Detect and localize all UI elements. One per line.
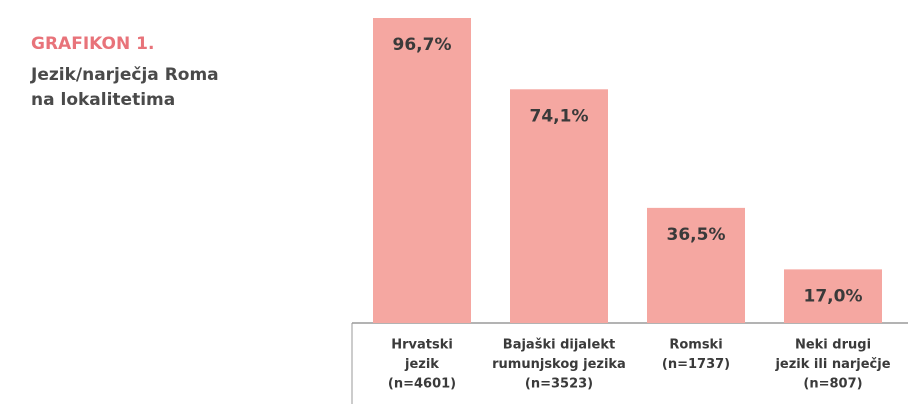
- x-tick-label: (n=3523): [525, 377, 593, 392]
- x-tick-label: (n=807): [803, 377, 862, 392]
- bar: [373, 18, 471, 323]
- bar: [647, 207, 745, 323]
- x-tick-label: (n=1737): [662, 357, 730, 372]
- x-tick-label: Bajaški dijalekt: [503, 338, 615, 353]
- x-tick-label: Neki drugi: [795, 338, 871, 353]
- x-tick-label: Romski: [669, 338, 722, 353]
- x-tick-label: jezik ili narječje: [774, 357, 890, 372]
- x-tick-label: rumunjskog jezika: [492, 357, 626, 372]
- data-label: 96,7%: [393, 35, 452, 55]
- x-tick-label: Hrvatski: [391, 338, 453, 353]
- bar: [510, 89, 608, 323]
- data-label: 74,1%: [530, 106, 589, 126]
- chart-title: GRAFIKON 1.: [31, 34, 154, 54]
- chart-subtitle: na lokalitetima: [31, 90, 175, 110]
- data-label: 17,0%: [804, 286, 863, 306]
- x-tick-label: jezik: [404, 357, 439, 372]
- chart-subtitle: Jezik/narječja Roma: [30, 65, 219, 85]
- bar: [784, 269, 882, 323]
- x-tick-label: (n=4601): [388, 377, 456, 392]
- data-label: 36,5%: [667, 225, 726, 245]
